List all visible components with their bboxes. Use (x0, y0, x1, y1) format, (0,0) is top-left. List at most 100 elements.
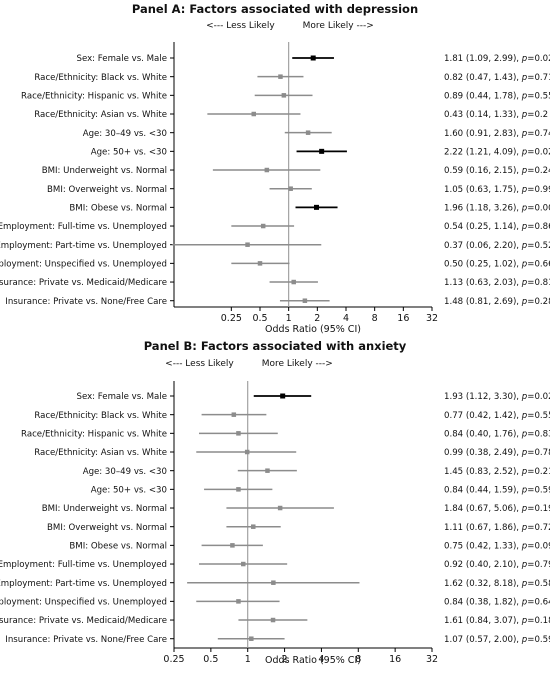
row-label: Employment: Part-time vs. Unemployed (0, 579, 167, 589)
row-label: Race/Ethnicity: Hispanic vs. White (21, 430, 167, 440)
p-label: p (521, 542, 528, 552)
estimate-ci-text: 1.61 (0.84, 3.07), (444, 616, 522, 626)
p-label: p (521, 54, 528, 64)
row-label: Employment: Part-time vs. Unemployed (0, 241, 167, 251)
row-label: Age: 30–49 vs. <30 (83, 467, 167, 477)
x-tick-label: 16 (389, 654, 401, 665)
row-label: Race/Ethnicity: Asian vs. White (34, 448, 167, 458)
p-value: 0.02 (534, 54, 550, 64)
point-estimate (277, 505, 283, 511)
p-equals: = (527, 185, 534, 195)
p-value: 0.99 (534, 185, 550, 195)
p-label: p (521, 110, 528, 120)
p-label: p (521, 392, 528, 402)
row-label: BMI: Overweight vs. Normal (47, 185, 167, 195)
x-tick-label: 1 (286, 313, 292, 324)
p-label: p (521, 297, 528, 307)
p-equals: = (527, 110, 534, 120)
p-equals: = (527, 523, 534, 533)
row-label: Employment: Full-time vs. Unemployed (0, 222, 167, 232)
x-tick-label: 8 (372, 313, 378, 324)
p-equals: = (527, 616, 534, 626)
p-equals: = (527, 278, 534, 288)
point-estimate (230, 543, 235, 548)
point-estimate (313, 204, 319, 210)
row-label: Race/Ethnicity: Asian vs. White (34, 110, 167, 120)
point-estimate (310, 55, 316, 61)
panel-title: Panel B: Factors associated with anxiety (144, 339, 407, 353)
p-label: p (521, 467, 528, 477)
row-label: Race/Ethnicity: Black vs. White (34, 411, 167, 421)
panel-title: Panel A: Factors associated with depress… (132, 2, 418, 16)
estimate-annotation: 0.84 (0.38, 1.82), p=0.64 (444, 598, 550, 608)
row-label: Insurance: Private vs. Medicaid/Medicare (0, 616, 167, 626)
point-estimate (281, 93, 287, 98)
x-axis-title: Odds Ratio (95% CI) (265, 655, 361, 666)
point-estimate (260, 223, 266, 229)
p-equals: = (527, 635, 534, 645)
p-equals: = (527, 222, 534, 232)
estimate-annotation: 1.96 (1.18, 3.26), p=0.007 (444, 204, 550, 214)
estimate-ci-text: 0.50 (0.25, 1.02), (444, 260, 522, 270)
estimate-annotation: 1.60 (0.91, 2.83), p=0.74 (444, 129, 550, 139)
p-equals: = (527, 411, 534, 421)
x-tick-label: 16 (397, 313, 409, 324)
p-value: 0.78 (534, 448, 550, 458)
point-estimate (270, 617, 276, 623)
estimate-ci-text: 1.84 (0.67, 5.06), (444, 504, 522, 514)
p-label: p (521, 148, 528, 158)
estimate-annotation: 1.13 (0.63, 2.03), p=0.81 (444, 278, 550, 288)
row-label: BMI: Underweight vs. Normal (42, 166, 167, 176)
p-value: 0.81 (534, 278, 550, 288)
estimate-annotation: 0.59 (0.16, 2.15), p=0.24 (444, 166, 550, 176)
point-estimate (251, 524, 256, 529)
p-label: p (521, 448, 528, 458)
p-equals: = (527, 579, 534, 589)
estimate-ci-text: 0.82 (0.47, 1.43), (444, 73, 522, 83)
p-label: p (521, 579, 528, 589)
p-equals: = (527, 204, 534, 214)
panel-a-depression: Panel A: Factors associated with depress… (0, 2, 550, 335)
point-estimate (291, 279, 296, 285)
estimate-annotation: 2.22 (1.21, 4.09), p=0.02 (444, 148, 550, 158)
p-label: p (521, 185, 528, 195)
p-label: p (521, 278, 528, 288)
panel-b-anxiety: Panel B: Factors associated with anxiety… (0, 339, 550, 666)
point-estimate (244, 449, 250, 455)
estimate-ci-text: 1.13 (0.63, 2.03), (444, 278, 522, 288)
p-value: 0.58 (534, 579, 550, 589)
p-value: 0.64 (534, 598, 550, 608)
p-equals: = (527, 430, 534, 440)
p-label: p (521, 560, 528, 570)
estimate-annotation: 1.05 (0.63, 1.75), p=0.99 (444, 185, 550, 195)
x-tick-label: 2 (314, 313, 320, 324)
less-likely-label: <--- Less Likely (165, 359, 234, 369)
p-value: 0.2 (534, 110, 548, 120)
row-label: Race/Ethnicity: Hispanic vs. White (21, 92, 167, 102)
p-label: p (521, 222, 528, 232)
p-equals: = (527, 241, 534, 251)
row-label: BMI: Obese vs. Normal (69, 542, 167, 552)
estimate-ci-text: 0.54 (0.25, 1.14), (444, 222, 522, 232)
point-estimate (265, 468, 270, 473)
p-value: 0.83 (534, 430, 550, 440)
p-label: p (521, 616, 528, 626)
estimate-ci-text: 0.84 (0.40, 1.76), (444, 430, 522, 440)
estimate-annotation: 0.99 (0.38, 2.49), p=0.78 (444, 448, 550, 458)
x-tick-label: 0.25 (221, 313, 242, 324)
row-label: Race/Ethnicity: Black vs. White (34, 73, 167, 83)
p-label: p (521, 260, 528, 270)
estimate-ci-text: 0.99 (0.38, 2.49), (444, 448, 522, 458)
p-label: p (521, 92, 528, 102)
x-tick-label: 8 (355, 654, 361, 665)
x-tick-label: 0.5 (252, 313, 267, 324)
p-label: p (521, 504, 528, 514)
x-tick-label: 1 (245, 654, 251, 665)
p-equals: = (527, 392, 534, 402)
row-label: Insurance: Private vs. None/Free Care (5, 635, 167, 645)
row-label: Age: 30–49 vs. <30 (83, 129, 167, 139)
p-equals: = (527, 486, 534, 496)
p-equals: = (527, 73, 534, 83)
estimate-ci-text: 0.75 (0.42, 1.33), (444, 542, 522, 552)
p-equals: = (527, 260, 534, 270)
